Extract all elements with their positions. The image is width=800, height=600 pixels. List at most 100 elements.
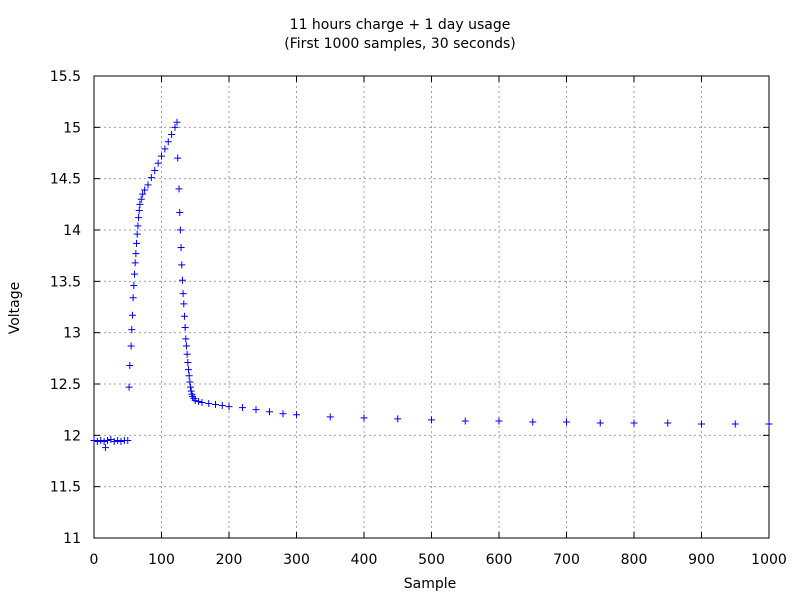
data-point	[134, 222, 142, 230]
data-point	[664, 419, 672, 427]
x-tick-label: 800	[621, 552, 648, 568]
y-tick-label: 15	[63, 120, 81, 136]
x-tick-label: 300	[283, 552, 310, 568]
data-point	[205, 400, 213, 408]
data-point	[117, 437, 125, 445]
data-point	[101, 444, 109, 452]
data-point	[125, 383, 133, 391]
data-point	[175, 185, 183, 193]
chart-subtitle: (First 1000 samples, 30 seconds)	[284, 36, 516, 52]
data-point	[161, 145, 169, 153]
data-point	[185, 372, 193, 380]
data-point	[133, 230, 141, 238]
data-point	[218, 402, 226, 410]
data-point	[93, 437, 101, 445]
data-point	[186, 378, 194, 386]
data-point	[191, 396, 199, 404]
data-point	[131, 270, 138, 278]
y-tick-label: 13	[63, 326, 81, 342]
data-point	[133, 239, 141, 247]
y-tick-label: 11.5	[50, 480, 81, 496]
data-point	[137, 195, 145, 203]
data-point	[154, 159, 162, 167]
data-point	[114, 436, 122, 444]
data-point	[394, 415, 402, 423]
y-tick-label: 14	[63, 223, 81, 239]
data-point	[266, 408, 273, 416]
data-point	[181, 324, 189, 332]
data-point	[182, 342, 190, 350]
data-point	[563, 418, 570, 426]
data-point	[135, 214, 143, 222]
data-point	[128, 311, 136, 319]
data-point	[124, 436, 132, 444]
data-point	[187, 383, 195, 391]
data-point	[731, 420, 739, 428]
data-point	[130, 281, 138, 289]
data-point	[144, 181, 152, 189]
data-point	[428, 416, 435, 424]
data-point	[326, 413, 334, 421]
y-tick-label: 14.5	[50, 172, 81, 188]
data-point	[178, 276, 186, 284]
x-tick-label: 600	[486, 552, 513, 568]
x-axis-label: Sample	[403, 576, 457, 592]
x-tick-label: 500	[418, 552, 445, 568]
data-point	[698, 420, 705, 428]
data-point	[596, 419, 604, 427]
data-point	[187, 387, 195, 395]
data-point	[239, 404, 246, 412]
data-point	[171, 123, 179, 131]
data-point	[97, 436, 105, 444]
chart-title: 11 hours charge + 1 day usage	[289, 17, 511, 33]
data-point	[176, 209, 184, 217]
y-tick-label: 11	[63, 531, 81, 547]
data-point	[279, 410, 287, 418]
data-point	[173, 118, 181, 126]
data-point	[180, 300, 188, 308]
data-point	[182, 335, 190, 343]
data-point	[184, 358, 192, 366]
data-point	[195, 397, 203, 405]
data-point	[176, 226, 184, 234]
data-point	[132, 250, 140, 258]
data-point	[179, 290, 187, 298]
data-point	[168, 131, 176, 139]
data-point	[212, 401, 219, 409]
x-tick-label: 100	[148, 552, 175, 568]
data-point	[174, 154, 182, 162]
data-point	[252, 406, 260, 414]
data-point	[136, 200, 144, 208]
x-tick-label: 700	[553, 552, 580, 568]
data-point	[293, 411, 300, 419]
x-tick-label: 200	[216, 552, 243, 568]
data-point	[495, 417, 503, 425]
data-point	[529, 418, 537, 426]
data-point	[141, 186, 149, 194]
data-point	[131, 259, 139, 267]
y-tick-label: 12.5	[50, 377, 81, 393]
x-tick-label: 0	[90, 552, 99, 568]
data-point	[183, 350, 191, 358]
y-tick-label: 15.5	[50, 69, 81, 85]
x-tick-label: 900	[688, 552, 715, 568]
data-point	[164, 138, 172, 146]
data-point	[139, 190, 147, 198]
x-tick-label: 400	[351, 552, 378, 568]
data-point	[180, 312, 188, 320]
data-point	[198, 398, 206, 406]
data-point	[185, 366, 192, 374]
data-point	[360, 414, 368, 422]
data-point	[158, 152, 165, 160]
data-point	[104, 436, 111, 444]
data-point	[129, 294, 137, 302]
data-point	[126, 362, 134, 370]
data-point	[630, 419, 638, 427]
x-tick-label: 1000	[751, 552, 787, 568]
data-point	[110, 437, 118, 445]
data-point	[147, 174, 155, 182]
y-tick-label: 13.5	[50, 274, 81, 290]
data-point	[100, 437, 108, 445]
